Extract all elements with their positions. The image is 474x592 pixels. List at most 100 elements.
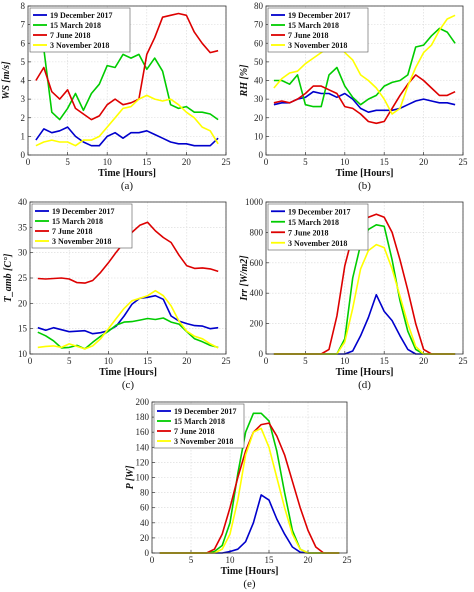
y-tick-label: 10 <box>18 349 28 359</box>
legend-label: 3 November 2018 <box>174 437 233 446</box>
x-tick-label: 10 <box>340 356 350 366</box>
x-tick-label: 0 <box>264 356 269 366</box>
y-axis-label: Irr [W/m2] <box>239 255 250 302</box>
x-axis-label: Time [Hours] <box>336 367 394 378</box>
y-tick-label: 30 <box>18 248 28 258</box>
y-tick-label: 0 <box>259 150 264 160</box>
y-axis-label: RH [%] <box>239 64 250 98</box>
y-tick-label: 0 <box>259 349 264 359</box>
x-tick-label: 15 <box>265 555 275 565</box>
y-tick-label: 2 <box>21 113 26 123</box>
y-tick-label: 20 <box>18 298 28 308</box>
x-axis-label: Time [Hours] <box>99 367 157 378</box>
legend-label: 15 March 2018 <box>52 217 103 226</box>
y-tick-label: 400 <box>250 288 264 298</box>
x-tick-label: 20 <box>304 555 314 565</box>
y-tick-label: 60 <box>254 38 264 48</box>
x-axis-label: Time [Hours] <box>98 168 156 179</box>
y-tick-label: 200 <box>250 319 264 329</box>
x-tick-label: 25 <box>459 157 469 167</box>
y-tick-label: 7 <box>21 20 26 30</box>
x-axis-label: Time [Hours] <box>221 566 279 577</box>
x-tick-label: 5 <box>303 356 308 366</box>
x-tick-label: 15 <box>143 356 153 366</box>
x-tick-label: 25 <box>343 555 353 565</box>
legend-label: 15 March 2018 <box>50 21 101 30</box>
y-axis-label: P [W] <box>125 465 136 489</box>
legend-label: 7 June 2018 <box>52 227 92 236</box>
legend-label: 3 November 2018 <box>52 237 111 246</box>
legend-label: 19 December 2017 <box>174 407 237 416</box>
y-tick-label: 50 <box>254 57 264 67</box>
x-tick-label: 0 <box>26 157 31 167</box>
y-tick-label: 15 <box>18 324 28 334</box>
x-tick-label: 25 <box>459 356 469 366</box>
legend-label: 7 June 2018 <box>288 228 328 237</box>
y-tick-label: 20 <box>254 113 264 123</box>
axes-frame <box>29 201 227 355</box>
y-tick-label: 80 <box>140 488 150 498</box>
y-tick-label: 1000 <box>245 197 264 207</box>
panel-e: 0 5 10 15 20 2502040608010012014016018020019 … <box>125 397 352 590</box>
legend-label: 7 June 2018 <box>288 31 328 40</box>
panel-label: (c) <box>122 379 135 391</box>
y-tick-label: 10 <box>254 131 264 141</box>
axes-frame <box>265 201 464 355</box>
y-tick-label: 30 <box>254 94 264 104</box>
y-tick-label: 100 <box>136 473 150 483</box>
x-tick-label: 0 <box>28 356 33 366</box>
x-tick-label: 20 <box>419 356 429 366</box>
y-tick-label: 600 <box>250 258 264 268</box>
series-line-19-december-2017 <box>35 126 219 147</box>
y-tick-label: 160 <box>136 427 150 437</box>
legend-label: 15 March 2018 <box>174 417 225 426</box>
legend-label: 3 November 2018 <box>288 41 347 50</box>
x-tick-label: 10 <box>103 157 113 167</box>
series-line-15-march-2018 <box>273 27 456 108</box>
y-tick-label: 180 <box>136 412 150 422</box>
legend-label: 15 March 2018 <box>288 21 339 30</box>
x-tick-label: 5 <box>303 157 308 167</box>
x-tick-label: 10 <box>340 157 350 167</box>
y-tick-label: 80 <box>254 1 264 11</box>
y-tick-label: 25 <box>18 273 28 283</box>
axes-frame <box>27 5 227 156</box>
panel-label: (b) <box>358 180 371 192</box>
y-tick-label: 40 <box>18 197 28 207</box>
y-tick-label: 800 <box>250 227 264 237</box>
series-line-3-november-2018 <box>37 289 219 350</box>
y-axis-label: T_amb [C°] <box>3 253 14 302</box>
x-tick-label: 15 <box>380 356 390 366</box>
series-line-19-december-2017 <box>37 294 219 335</box>
y-tick-label: 200 <box>136 397 150 407</box>
x-tick-label: 20 <box>419 157 429 167</box>
x-tick-label: 20 <box>182 356 192 366</box>
x-tick-label: 0 <box>150 555 155 565</box>
y-tick-label: 8 <box>21 1 26 11</box>
x-tick-label: 20 <box>182 157 192 167</box>
axes-frame <box>265 5 464 156</box>
series-line-3-november-2018 <box>273 14 456 115</box>
series-line-15-march-2018 <box>35 38 219 121</box>
panel-label: (e) <box>243 578 256 590</box>
x-tick-label: 0 <box>264 157 269 167</box>
y-tick-label: 5 <box>21 57 26 67</box>
legend-label: 7 June 2018 <box>50 31 90 40</box>
legend-label: 19 December 2017 <box>288 11 351 20</box>
y-tick-label: 4 <box>21 76 26 86</box>
y-tick-label: 120 <box>136 457 150 467</box>
x-tick-label: 5 <box>65 157 70 167</box>
legend-label: 3 November 2018 <box>288 239 347 248</box>
x-tick-label: 10 <box>104 356 114 366</box>
series-line-7-june-2018 <box>273 74 456 125</box>
x-tick-label: 25 <box>222 157 232 167</box>
legend-label: 7 June 2018 <box>174 427 214 436</box>
y-tick-label: 0 <box>145 548 150 558</box>
x-tick-label: 15 <box>142 157 152 167</box>
series-line-7-june-2018 <box>35 12 219 121</box>
